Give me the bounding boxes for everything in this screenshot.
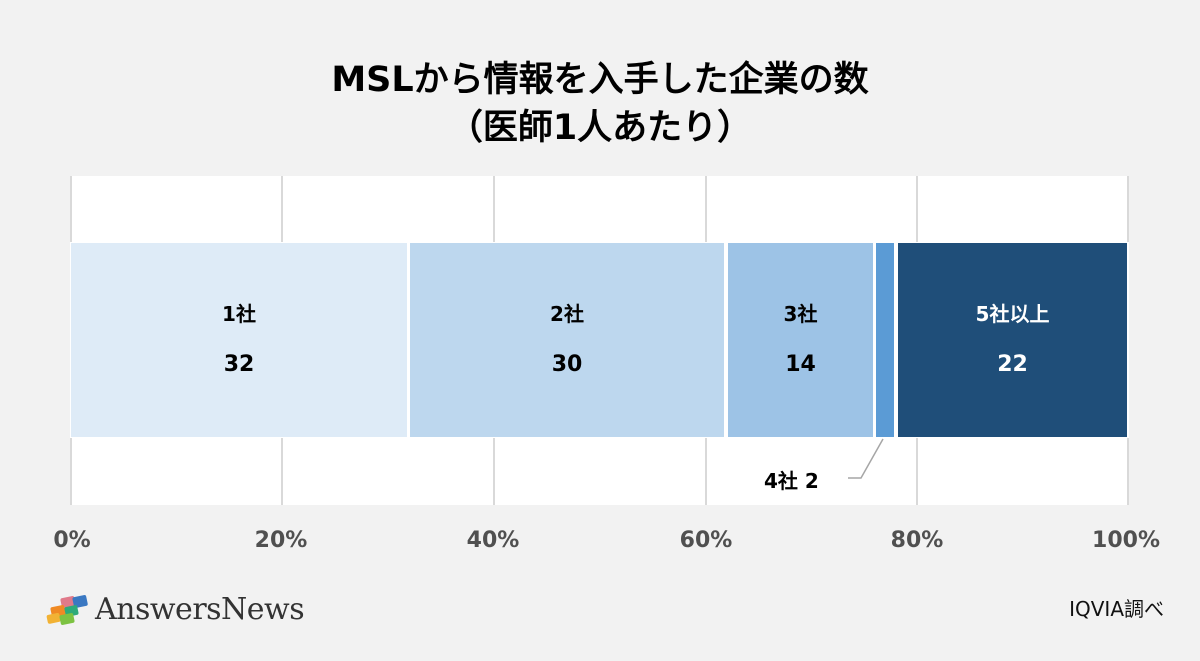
segment-value: 22 [997, 352, 1028, 377]
x-tick-60: 60% [679, 528, 733, 553]
x-tick-80: 80% [890, 528, 944, 553]
x-tick-40: 40% [466, 528, 520, 553]
answersnews-logo: AnswersNews [45, 592, 305, 627]
chart-title-line2: （医師1人あたり） [447, 108, 753, 148]
x-tick-100: 100% [1092, 528, 1160, 553]
segment-4-companies [876, 243, 894, 437]
chart-title-line1: MSLから情報を入手した企業の数 [331, 60, 869, 100]
stacked-bar: 1社 32 2社 30 3社 14 5社以上 22 [70, 242, 1129, 438]
plot-area: 1社 32 2社 30 3社 14 5社以上 22 [70, 176, 1129, 505]
segment-value: 14 [785, 352, 816, 377]
segment-label: 3社 [783, 302, 818, 326]
source-note: IQVIA調べ [1069, 597, 1164, 621]
segment-label: 2社 [550, 302, 584, 326]
segment-value: 32 [223, 352, 255, 377]
segment-label: 1社 [222, 302, 256, 326]
segment-label: 5社以上 [975, 302, 1050, 326]
segment-1-company: 1社 32 [71, 243, 407, 437]
segment-2-companies: 2社 30 [410, 243, 724, 437]
segment-value: 30 [551, 352, 583, 377]
segment-5-plus-companies: 5社以上 22 [898, 243, 1127, 437]
puzzle-logo-icon [46, 594, 88, 625]
logo-text: AnswersNews [95, 592, 305, 627]
x-tick-0: 0% [53, 528, 91, 553]
external-label-4-companies: 4社 2 [764, 469, 819, 493]
segment-3-companies: 3社 14 [728, 243, 873, 437]
x-tick-20: 20% [254, 528, 308, 553]
